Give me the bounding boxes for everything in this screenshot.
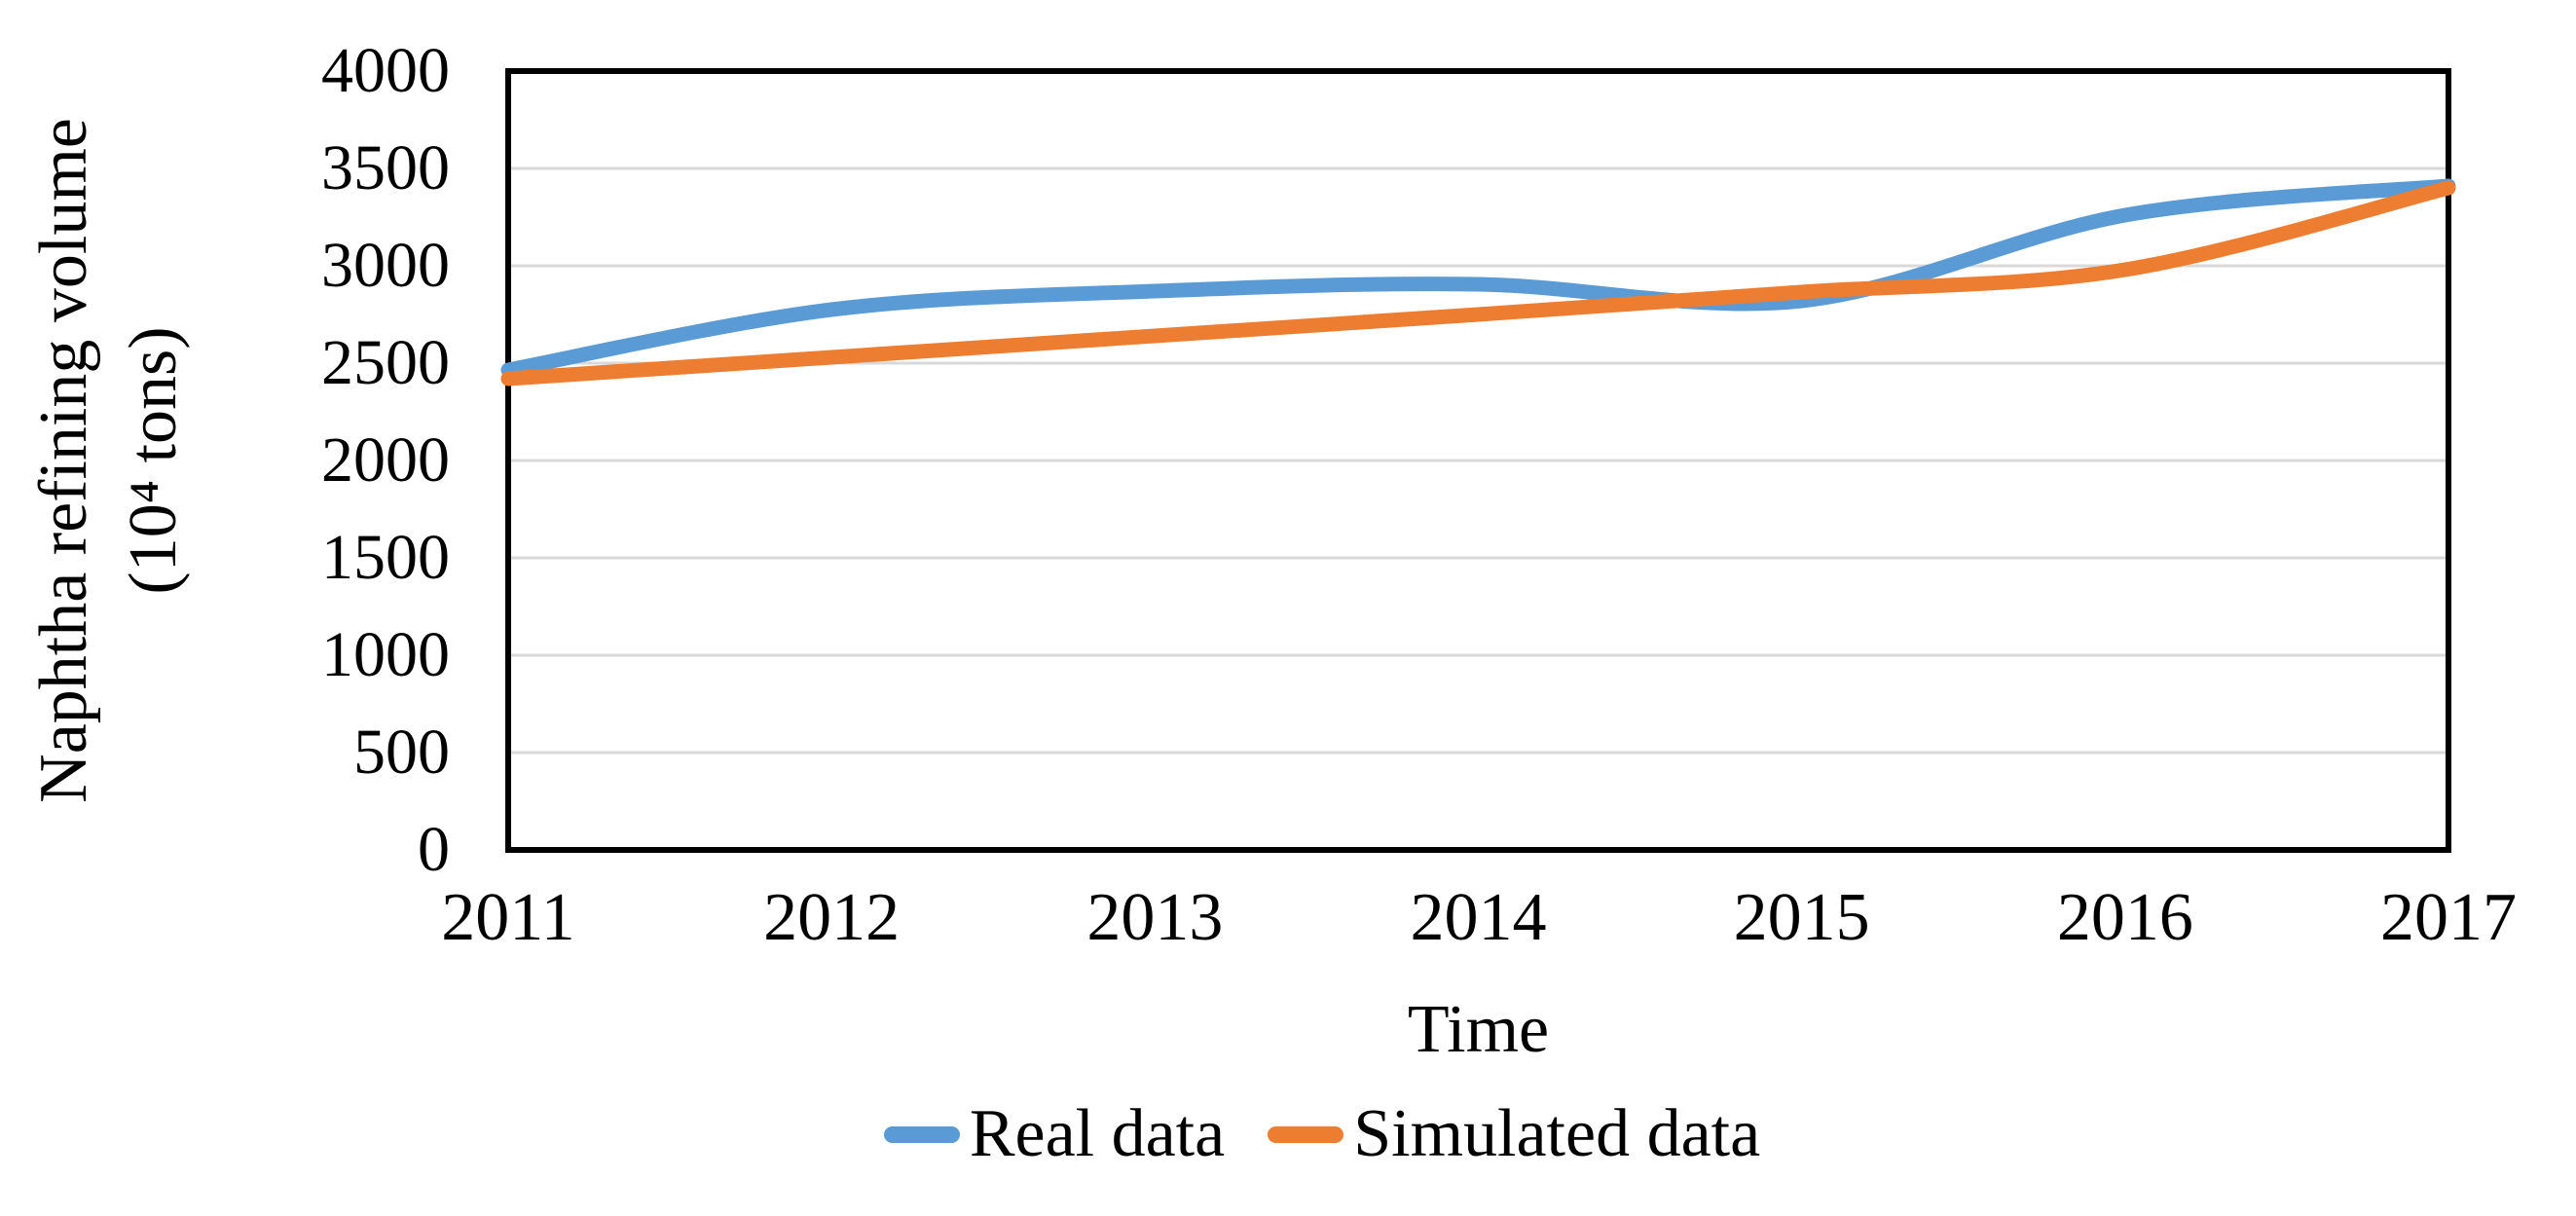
plot-border	[505, 68, 2451, 853]
x-tick-label-2013: 2013	[1086, 880, 1224, 955]
legend: Real data Simulated data	[0, 1086, 2576, 1183]
plot-area	[500, 68, 2456, 853]
y-tick-label-0: 0	[418, 814, 450, 885]
chart-svg	[500, 68, 2456, 853]
x-tick-label-2017: 2017	[2380, 880, 2517, 955]
y-tick-label-4000: 4000	[321, 35, 450, 106]
legend-swatch-real-data-icon	[883, 1125, 960, 1143]
legend-label-simulated-data: Simulated data	[1353, 1096, 1761, 1171]
legend-item-real-data: Real data	[883, 1095, 1226, 1173]
legend-swatch-simulated-data-icon	[1268, 1125, 1344, 1143]
x-tick-label-2011: 2011	[441, 880, 575, 955]
real-data-line	[500, 178, 2456, 378]
y-tick-label-1000: 1000	[321, 619, 450, 690]
y-tick-label-3500: 3500	[321, 132, 450, 203]
y-tick-label-500: 500	[353, 717, 450, 788]
y-tick-label-1500: 1500	[321, 522, 450, 593]
x-tick-label-2012: 2012	[763, 880, 901, 955]
legend-item-simulated-data: Simulated data	[1268, 1095, 1760, 1173]
x-tick-label-2015: 2015	[1733, 880, 1870, 955]
y-tick-label-3000: 3000	[321, 230, 450, 301]
x-tick-label-2014: 2014	[1410, 880, 1547, 955]
y-tick-label-2500: 2500	[321, 327, 450, 398]
x-tick-label-2016: 2016	[2056, 880, 2193, 955]
x-axis-title: Time	[1407, 992, 1550, 1067]
simulated-data-line	[500, 180, 2456, 387]
y-tick-label-2000: 2000	[321, 424, 450, 496]
legend-label-real-data: Real data	[969, 1096, 1226, 1171]
